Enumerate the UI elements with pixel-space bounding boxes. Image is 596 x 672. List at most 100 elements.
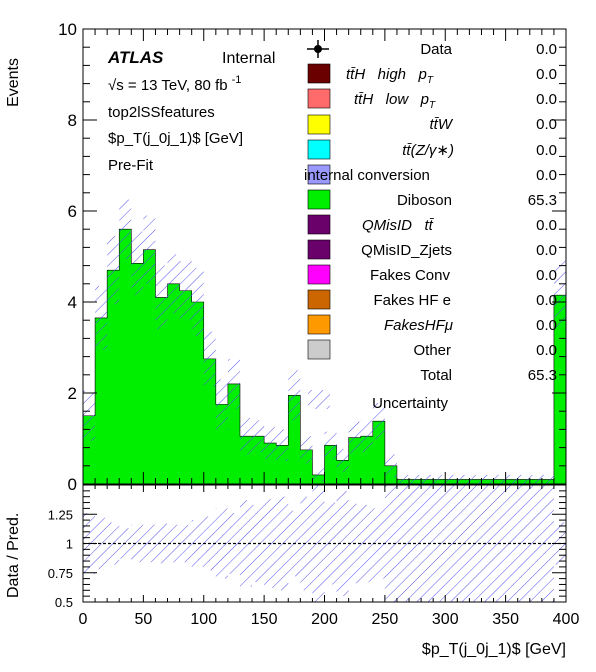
uncertainty-bin-20 bbox=[324, 431, 337, 459]
uncertainty-bin-37 bbox=[529, 474, 542, 484]
legend-swatch-ttw bbox=[307, 114, 331, 135]
legend-value-qmisid-tt: 0.0 bbox=[536, 217, 557, 234]
legend-value-fakes-hf-mu: 0.0 bbox=[536, 317, 557, 334]
y-tick-label-6: 6 bbox=[68, 202, 77, 221]
legend-swatch-qmisid-zjets bbox=[307, 239, 331, 260]
uncertainty-bin-0 bbox=[83, 390, 96, 441]
legend-swatch-diboson bbox=[307, 189, 331, 210]
legend-entry-tth-high: tt̄H high pT 0.0 bbox=[307, 63, 557, 86]
ratio-band-bin-16 bbox=[276, 496, 289, 591]
legend-entry-qmisid-tt: QMisID tt̄ 0.0 bbox=[307, 214, 557, 235]
uncertainty-bin-36 bbox=[517, 474, 530, 484]
ratio-y-axis-label: Data / Pred. bbox=[5, 513, 22, 598]
ratio-band-bin-30 bbox=[445, 485, 458, 602]
uncertainty-bin-17 bbox=[288, 370, 301, 421]
uncertainty-bin-35 bbox=[505, 474, 518, 484]
x-tick-label-50: 50 bbox=[134, 611, 152, 628]
uncertainty-bin-21 bbox=[336, 448, 349, 472]
y-tick-label-10: 10 bbox=[58, 20, 77, 39]
uncertainty-band bbox=[83, 199, 566, 484]
uncertainty-bin-6 bbox=[155, 265, 168, 330]
legend-value-diboson: 65.3 bbox=[528, 192, 557, 209]
legend-value-qmisid-zjets: 0.0 bbox=[536, 242, 557, 259]
uncertainty-bin-22 bbox=[348, 421, 361, 454]
legend-label-other: Other bbox=[413, 342, 451, 359]
legend-swatch-tth-low bbox=[307, 88, 331, 109]
legend-swatch-internal-conversion bbox=[307, 164, 331, 185]
uncertainty-bin-1 bbox=[95, 286, 108, 350]
ratio-y-tick-label-0.75: 0.75 bbox=[48, 566, 73, 581]
legend: Data 0.0 tt̄H high pT 0.0 tt̄H low pT 0.… bbox=[304, 40, 557, 412]
uncertainty-bin-27 bbox=[409, 474, 422, 484]
uncertainty-bin-39 bbox=[553, 261, 566, 330]
energy-label: √s = 13 TeV, 80 fb -1 bbox=[108, 74, 241, 94]
ratio-band-bin-11 bbox=[215, 508, 228, 579]
legend-swatch-qmisid-tt bbox=[307, 214, 331, 235]
uncertainty-bin-32 bbox=[469, 474, 482, 484]
fit-label: Pre-Fit bbox=[108, 157, 154, 174]
legend-swatch-tth-high bbox=[307, 63, 331, 84]
uncertainty-bin-10 bbox=[203, 331, 216, 387]
x-tick-label-100: 100 bbox=[190, 611, 217, 628]
legend-value-internal-conversion: 0.0 bbox=[536, 167, 557, 184]
legend-label-uncertainty: Uncertainty bbox=[372, 395, 448, 412]
legend-entry-internal-conversion: internal conversion 0.0 bbox=[304, 164, 557, 185]
legend-value-ttz: 0.0 bbox=[536, 142, 557, 159]
uncertainty-bin-26 bbox=[396, 474, 410, 484]
y-tick-label-2: 2 bbox=[68, 384, 77, 403]
legend-value-data: 0.0 bbox=[536, 41, 557, 58]
y-tick-label-0: 0 bbox=[68, 475, 77, 494]
ratio-band-bin-9 bbox=[191, 520, 204, 567]
legend-entry-total: Total 65.3 bbox=[420, 367, 557, 384]
uncertainty-bin-30 bbox=[445, 474, 458, 484]
uncertainty-bin-33 bbox=[481, 474, 494, 484]
uncertainty-bin-19 bbox=[312, 468, 325, 482]
ratio-y-tick-label-1.25: 1.25 bbox=[48, 507, 73, 522]
uncertainty-bin-15 bbox=[264, 427, 277, 459]
y-tick-label-4: 4 bbox=[68, 293, 77, 312]
legend-swatch-fakes-hf-e bbox=[307, 289, 331, 310]
legend-label-ttw: tt̄W bbox=[430, 116, 454, 133]
ratio-band-bin-21 bbox=[336, 490, 349, 597]
legend-value-fakes-conv: 0.0 bbox=[536, 267, 557, 284]
legend-entry-uncertainty: Uncertainty bbox=[308, 390, 448, 412]
ratio-band-bin-6 bbox=[155, 523, 168, 564]
ratio-band-bin-28 bbox=[421, 485, 434, 602]
uncertainty-bin-14 bbox=[252, 420, 265, 453]
uncertainty-bin-11 bbox=[215, 379, 228, 430]
legend-value-tth-low: 0.0 bbox=[536, 91, 557, 108]
uncertainty-bin-7 bbox=[167, 254, 180, 314]
ratio-band-bin-23 bbox=[360, 504, 373, 583]
legend-entry-qmisid-zjets: QMisID_Zjets 0.0 bbox=[307, 239, 557, 260]
x-tick-label-150: 150 bbox=[251, 611, 278, 628]
legend-entry-other: Other 0.0 bbox=[307, 339, 557, 360]
uncertainty-bin-3 bbox=[119, 199, 132, 259]
legend-entry-ttz: tt̄(Z/γ∗) 0.0 bbox=[307, 139, 557, 160]
uncertainty-bin-12 bbox=[227, 358, 240, 409]
atlas-label: ATLAS bbox=[107, 48, 164, 67]
uncertainty-bin-4 bbox=[131, 231, 144, 296]
ratio-y-tick-label-0.5: 0.5 bbox=[55, 595, 73, 610]
axis-tick-labels: 0 50 100 150 200 250 300 350 400 0 2 4 6 8 10 0.5 0.75 1 1… bbox=[48, 20, 580, 628]
x-axis-label: $p_T(j_0j_1)$ [GeV] bbox=[422, 641, 566, 658]
axis-ticks bbox=[82, 28, 567, 603]
legend-entry-diboson: Diboson 65.3 bbox=[307, 189, 557, 210]
uncertainty-bin-28 bbox=[421, 474, 434, 484]
legend-entry-ttw: tt̄W 0.0 bbox=[307, 114, 557, 135]
uncertainty-bin-5 bbox=[143, 215, 156, 284]
uncertainty-bin-31 bbox=[457, 474, 470, 484]
variable-label: $p_T(j_0j_1)$ [GeV] bbox=[108, 130, 243, 147]
legend-swatch-uncertainty bbox=[308, 390, 330, 409]
legend-label-ttz: tt̄(Z/γ∗) bbox=[402, 142, 454, 159]
ratio-band-bin-33 bbox=[481, 485, 494, 602]
x-tick-label-250: 250 bbox=[372, 611, 399, 628]
uncertainty-bin-8 bbox=[179, 261, 192, 321]
ratio-band-bin-18 bbox=[300, 496, 313, 591]
ratio-band-bin-35 bbox=[505, 485, 518, 602]
legend-label-total: Total bbox=[420, 367, 452, 384]
legend-swatch-ttz bbox=[307, 139, 331, 160]
uncertainty-bin-34 bbox=[493, 474, 506, 484]
uncertainty-bin-9 bbox=[191, 267, 204, 337]
legend-entry-fakes-conv: Fakes Conv 0.0 bbox=[307, 264, 557, 285]
